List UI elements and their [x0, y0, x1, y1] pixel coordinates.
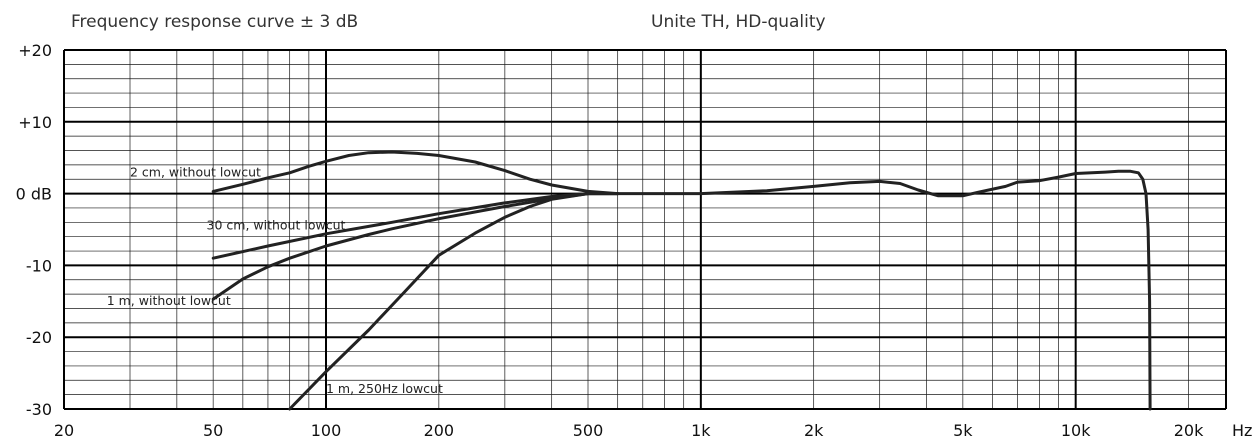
x-tick-label: 5k [953, 421, 973, 440]
y-tick-label: +20 [18, 41, 52, 60]
x-tick-label: 2k [804, 421, 824, 440]
x-axis-ticks: 20 50 100 200 500 1k 2k 5k 10k 20k [54, 421, 1204, 440]
y-tick-label: -10 [26, 256, 52, 275]
x-tick-label: 10k [1061, 421, 1091, 440]
x-tick-label: 200 [424, 421, 455, 440]
curve-annotations: 2 cm, without lowcut 30 cm, without lowcu… [107, 164, 443, 396]
curves [211, 150, 1152, 411]
y-tick-label: -30 [26, 400, 52, 419]
x-tick-label: 20 [54, 421, 74, 440]
x-tick-label: 50 [203, 421, 223, 440]
y-tick-label: +10 [18, 113, 52, 132]
series-curve-4 [288, 192, 620, 411]
grid [63, 49, 1227, 410]
series-label-4: 1 m, 250Hz lowcut [326, 381, 443, 396]
y-tick-label: 0 dB [16, 185, 52, 204]
chart-title-left: Frequency response curve ± 3 dB [71, 12, 358, 32]
series-curve-1 [211, 150, 1152, 411]
chart-title-right: Unite TH, HD-quality [651, 12, 826, 32]
x-tick-label: 500 [573, 421, 604, 440]
series-label-2: 30 cm, without lowcut [207, 218, 346, 233]
x-tick-label: 1k [691, 421, 711, 440]
x-axis-unit: Hz [1232, 421, 1252, 440]
series-label-3: 1 m, without lowcut [107, 293, 231, 308]
y-tick-label: -20 [26, 328, 52, 347]
series-curve-3 [211, 192, 620, 301]
x-tick-label: 100 [311, 421, 342, 440]
y-axis-ticks: +20 +10 0 dB -10 -20 -30 [16, 41, 52, 419]
x-tick-label: 20k [1174, 421, 1204, 440]
series-label-1: 2 cm, without lowcut [130, 164, 261, 179]
